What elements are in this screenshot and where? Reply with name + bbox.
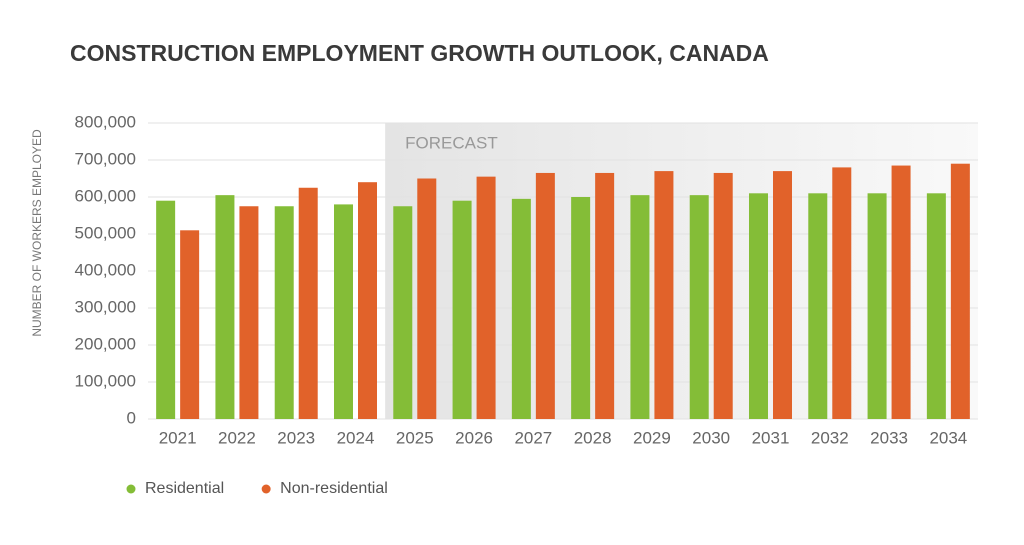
legend-label: Residential (145, 480, 224, 497)
y-tick-label: 200,000 (75, 334, 136, 353)
x-tick-label: 2034 (929, 428, 967, 447)
bar (832, 167, 852, 419)
bar (358, 182, 377, 419)
bar (298, 187, 318, 419)
forecast-label: FORECAST (405, 133, 498, 152)
y-tick-label: 700,000 (75, 149, 136, 168)
bar (156, 200, 176, 419)
x-tick-label: 2028 (574, 428, 612, 447)
x-tick-label: 2031 (752, 428, 790, 447)
bar (654, 171, 674, 419)
y-tick-label: 0 (127, 408, 136, 427)
bar (334, 204, 353, 419)
bar (891, 165, 911, 419)
x-tick-label: 2029 (633, 428, 671, 447)
x-tick-label: 2030 (692, 428, 730, 447)
x-tick-label: 2032 (811, 428, 849, 447)
bar (630, 195, 650, 419)
y-tick-label: 800,000 (75, 112, 136, 131)
legend-marker (261, 484, 271, 494)
x-tick-label: 2033 (870, 428, 908, 447)
x-tick-label: 2022 (218, 428, 256, 447)
x-tick-label: 2021 (159, 428, 197, 447)
y-tick-label: 300,000 (75, 297, 136, 316)
bar (571, 197, 591, 419)
chart-title: CONSTRUCTION EMPLOYMENT GROWTH OUTLOOK, … (70, 40, 769, 66)
x-tick-label: 2025 (396, 428, 434, 447)
bar (274, 206, 294, 419)
bar (393, 206, 413, 419)
y-tick-label: 500,000 (75, 223, 136, 242)
bar (950, 163, 970, 419)
bar (867, 193, 887, 419)
legend-label: Non-residential (280, 480, 388, 497)
bar (595, 172, 615, 419)
y-tick-label: 400,000 (75, 260, 136, 279)
legend-marker (126, 484, 136, 494)
y-axis-title: NUMBER OF WORKERS EMPLOYED (30, 129, 44, 337)
bar (749, 193, 768, 419)
bar (215, 195, 235, 419)
y-tick-label: 600,000 (75, 186, 136, 205)
bar (476, 176, 496, 419)
bar (239, 206, 259, 419)
bar (417, 178, 437, 419)
bar (535, 172, 555, 419)
bar (773, 171, 792, 419)
bar (713, 172, 733, 419)
bar (180, 230, 200, 419)
y-tick-label: 100,000 (75, 371, 136, 390)
x-tick-label: 2024 (337, 428, 375, 447)
x-tick-label: 2023 (277, 428, 315, 447)
bar (452, 200, 472, 419)
x-tick-label: 2026 (455, 428, 493, 447)
bar (926, 193, 946, 419)
bar (808, 193, 828, 419)
bar (511, 198, 531, 419)
x-tick-label: 2027 (514, 428, 552, 447)
bar (689, 195, 709, 419)
